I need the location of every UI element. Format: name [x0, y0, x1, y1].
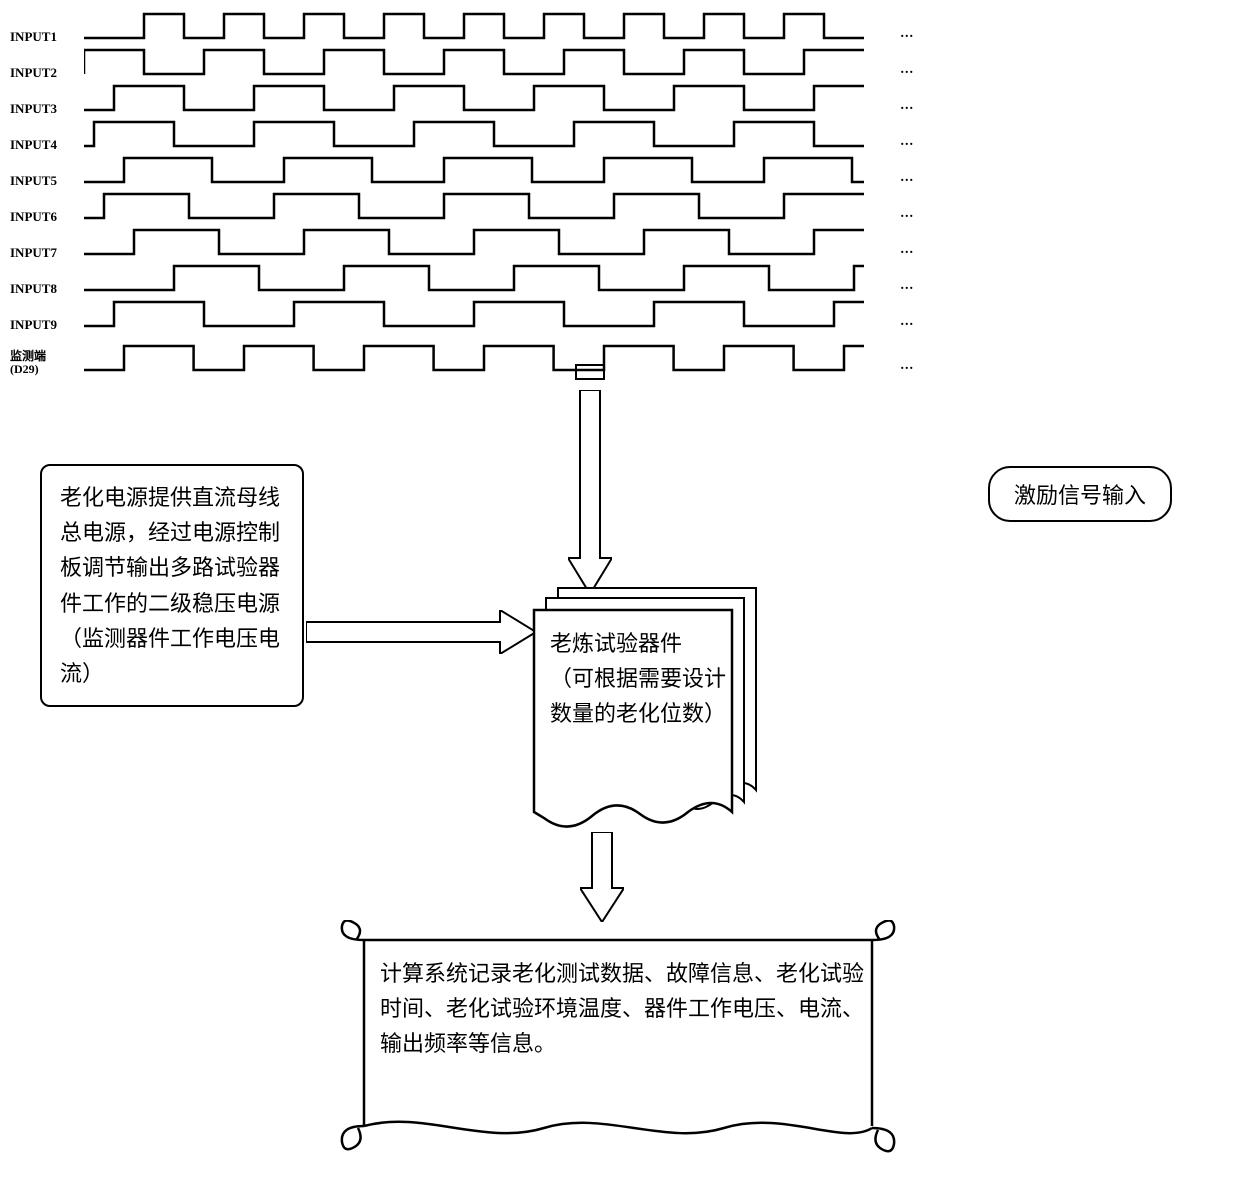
- arrow-device-to-scroll: [580, 832, 624, 922]
- waveform-trace: [84, 342, 890, 378]
- waveform-label: INPUT2: [10, 66, 84, 82]
- waveform-trace: [84, 82, 890, 118]
- output-scroll: 计算系统记录老化测试数据、故障信息、老化试验时间、老化试验环境温度、器件工作电压…: [334, 920, 902, 1158]
- waveform-row: INPUT1...: [10, 10, 890, 46]
- waveform-continuation-dots: ...: [901, 314, 915, 330]
- power-supply-text: 老化电源提供直流母线总电源，经过电源控制板调节输出多路试验器件工作的二级稳压电源…: [60, 480, 284, 691]
- device-stack: 老炼试验器件 （可根据需要设计数量的老化位数）: [530, 586, 766, 836]
- arrow-power-to-device: [306, 610, 536, 654]
- waveform-trace: [84, 10, 890, 46]
- waveform-label: INPUT8: [10, 282, 84, 298]
- waveform-continuation-dots: ...: [901, 170, 915, 186]
- arrow-waves-to-device: [568, 390, 612, 594]
- output-scroll-text: 计算系统记录老化测试数据、故障信息、老化试验时间、老化试验环境温度、器件工作电压…: [380, 956, 866, 1062]
- waveform-label: INPUT4: [10, 138, 84, 154]
- device-stack-text: 老炼试验器件 （可根据需要设计数量的老化位数）: [550, 626, 726, 732]
- waveform-label: INPUT7: [10, 246, 84, 262]
- waveform-trace: [84, 154, 890, 190]
- waveform-row: INPUT4...: [10, 118, 890, 154]
- waveform-row: INPUT8...: [10, 262, 890, 298]
- waveform-row: INPUT7...: [10, 226, 890, 262]
- waveform-trace: [84, 46, 890, 82]
- waveform-continuation-dots: ...: [901, 358, 915, 374]
- waveform-row: 监测端 (D29)...: [10, 334, 890, 378]
- waveform-trace: [84, 118, 890, 154]
- waveform-continuation-dots: ...: [901, 278, 915, 294]
- waveform-marker: [575, 364, 605, 382]
- waveform-continuation-dots: ...: [901, 26, 915, 42]
- waveform-row: INPUT6...: [10, 190, 890, 226]
- waveform-label: INPUT6: [10, 210, 84, 226]
- waveform-continuation-dots: ...: [901, 206, 915, 222]
- waveform-label: INPUT9: [10, 318, 84, 334]
- waveform-label: INPUT1: [10, 30, 84, 46]
- waveform-label: INPUT5: [10, 174, 84, 190]
- waveform-label: 监测端 (D29): [10, 350, 84, 378]
- waveform-row: INPUT9...: [10, 298, 890, 334]
- waveform-block: INPUT1...INPUT2...INPUT3...INPUT4...INPU…: [10, 10, 890, 378]
- waveform-row: INPUT5...: [10, 154, 890, 190]
- waveform-continuation-dots: ...: [901, 242, 915, 258]
- waveform-row: INPUT2...: [10, 46, 890, 82]
- stimulus-input-badge: 激励信号输入: [988, 466, 1172, 522]
- power-supply-box: 老化电源提供直流母线总电源，经过电源控制板调节输出多路试验器件工作的二级稳压电源…: [40, 464, 304, 707]
- waveform-label: INPUT3: [10, 102, 84, 118]
- waveform-continuation-dots: ...: [901, 98, 915, 114]
- waveform-trace: [84, 298, 890, 334]
- waveform-continuation-dots: ...: [901, 134, 915, 150]
- waveform-trace: [84, 262, 890, 298]
- waveform-trace: [84, 226, 890, 262]
- waveform-continuation-dots: ...: [901, 62, 915, 78]
- waveform-trace: [84, 190, 890, 226]
- diagram-root: INPUT1...INPUT2...INPUT3...INPUT4...INPU…: [10, 10, 1230, 1176]
- stimulus-input-text: 激励信号输入: [1014, 483, 1146, 508]
- waveform-row: INPUT3...: [10, 82, 890, 118]
